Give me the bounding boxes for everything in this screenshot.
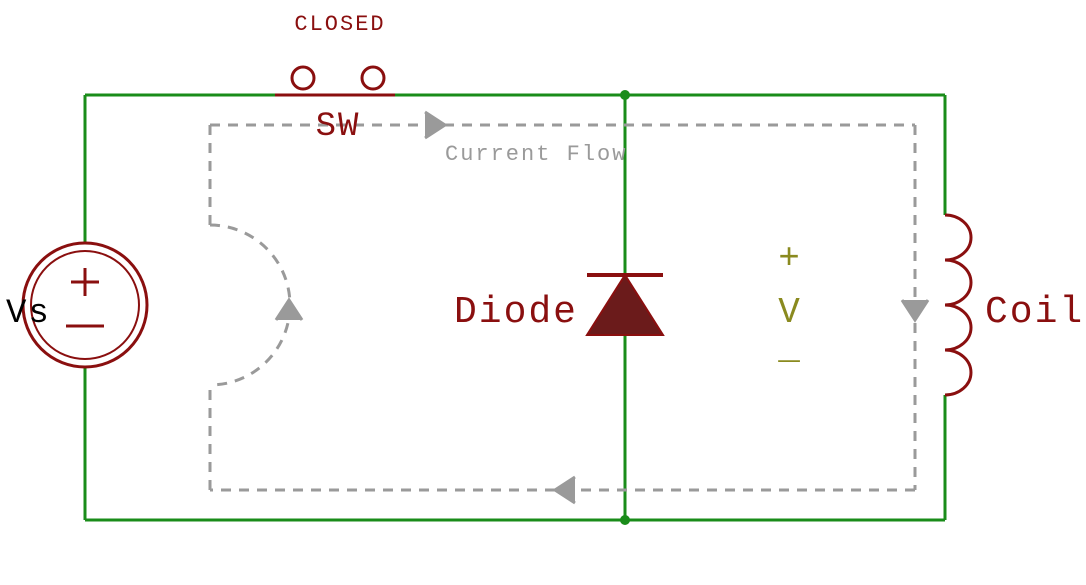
switch xyxy=(275,67,395,95)
voltage-marker: + V _ xyxy=(777,238,802,369)
switch-terminal-left xyxy=(292,67,314,89)
switch-state-label: CLOSED xyxy=(294,12,385,37)
voltage-minus: _ xyxy=(777,328,802,369)
switch-name-label: SW xyxy=(316,108,361,146)
diode xyxy=(587,275,663,335)
diode-name-label: Diode xyxy=(454,291,578,334)
diode-triangle xyxy=(587,275,663,335)
current-flow-label: Current Flow xyxy=(445,142,627,167)
voltage-plus: + xyxy=(778,238,802,279)
switch-terminal-right xyxy=(362,67,384,89)
coil xyxy=(945,215,971,395)
source-name-label: Vs xyxy=(6,295,51,333)
circuit-diagram: + V _ CLOSED SW Current Flow Vs Diode Co… xyxy=(0,0,1086,585)
junction-bottom xyxy=(620,515,630,525)
voltage-letter: V xyxy=(778,292,802,333)
junction-top xyxy=(620,90,630,100)
coil-name-label: Coil xyxy=(985,291,1084,334)
